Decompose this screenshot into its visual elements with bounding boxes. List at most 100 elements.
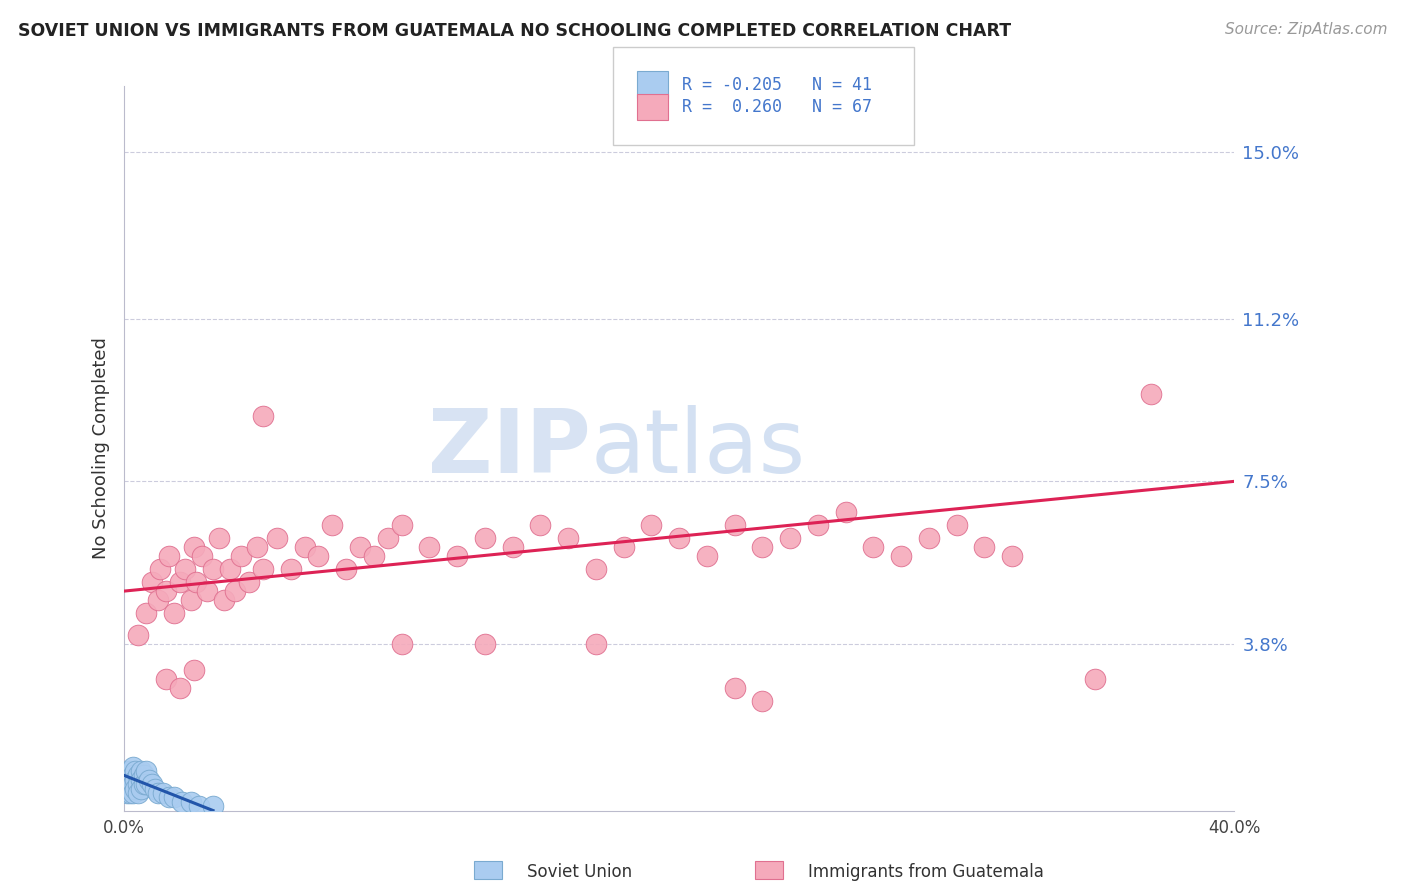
Point xyxy=(114,777,136,791)
Point xyxy=(207,532,229,546)
Point xyxy=(180,592,202,607)
Text: atlas: atlas xyxy=(591,405,806,492)
Point xyxy=(202,562,225,576)
Point xyxy=(724,518,747,533)
Point xyxy=(529,518,551,533)
Point xyxy=(169,575,191,590)
Point xyxy=(124,781,146,796)
Point xyxy=(1001,549,1024,563)
Point xyxy=(834,505,856,519)
Point xyxy=(155,584,177,599)
Text: R = -0.205   N = 41: R = -0.205 N = 41 xyxy=(682,76,872,94)
Point xyxy=(474,637,496,651)
Point xyxy=(135,764,157,778)
Point xyxy=(191,549,214,563)
Point xyxy=(117,772,139,787)
Text: Source: ZipAtlas.com: Source: ZipAtlas.com xyxy=(1225,22,1388,37)
Point xyxy=(751,694,773,708)
Point xyxy=(945,518,967,533)
Point xyxy=(127,786,149,800)
Point xyxy=(183,663,205,677)
Point xyxy=(118,764,141,778)
Point xyxy=(349,540,371,554)
Point xyxy=(115,772,138,787)
Point xyxy=(321,518,343,533)
Y-axis label: No Schooling Completed: No Schooling Completed xyxy=(93,337,110,559)
Point xyxy=(146,786,169,800)
Point xyxy=(135,777,157,791)
Point xyxy=(696,549,718,563)
Point xyxy=(474,532,496,546)
Point xyxy=(141,777,163,791)
Point xyxy=(779,532,801,546)
Point xyxy=(163,790,186,805)
Point xyxy=(862,540,884,554)
Point xyxy=(613,540,636,554)
Point xyxy=(163,606,186,620)
Point xyxy=(252,562,274,576)
Text: Immigrants from Guatemala: Immigrants from Guatemala xyxy=(808,863,1045,881)
Point xyxy=(294,540,316,554)
Point xyxy=(129,772,152,787)
Text: Soviet Union: Soviet Union xyxy=(527,863,633,881)
Point xyxy=(155,672,177,686)
Point xyxy=(212,592,235,607)
Point xyxy=(585,562,607,576)
Text: SOVIET UNION VS IMMIGRANTS FROM GUATEMALA NO SCHOOLING COMPLETED CORRELATION CHA: SOVIET UNION VS IMMIGRANTS FROM GUATEMAL… xyxy=(18,22,1011,40)
Point xyxy=(502,540,524,554)
Point xyxy=(202,799,225,814)
Point xyxy=(135,606,157,620)
Point xyxy=(141,575,163,590)
Point xyxy=(418,540,440,554)
Point xyxy=(132,777,155,791)
Point xyxy=(143,781,166,796)
Point xyxy=(197,584,219,599)
Point xyxy=(124,772,146,787)
Point xyxy=(307,549,329,563)
Point xyxy=(121,759,143,773)
Point xyxy=(973,540,995,554)
Point xyxy=(129,764,152,778)
Point xyxy=(127,777,149,791)
Point xyxy=(246,540,269,554)
Point xyxy=(335,562,357,576)
Point xyxy=(118,786,141,800)
Point xyxy=(121,768,143,782)
Point xyxy=(127,628,149,642)
Point xyxy=(157,790,180,805)
Point xyxy=(751,540,773,554)
Point xyxy=(132,768,155,782)
Point xyxy=(149,562,172,576)
Point xyxy=(127,768,149,782)
Point xyxy=(446,549,468,563)
Point xyxy=(174,562,197,576)
Point xyxy=(252,409,274,423)
Point xyxy=(115,786,138,800)
Point xyxy=(146,592,169,607)
Point xyxy=(115,781,138,796)
Point xyxy=(188,799,211,814)
Point xyxy=(724,681,747,695)
Point xyxy=(169,681,191,695)
Point xyxy=(118,781,141,796)
Point xyxy=(180,795,202,809)
Point xyxy=(391,518,413,533)
Point xyxy=(280,562,302,576)
Point xyxy=(266,532,288,546)
Point xyxy=(557,532,579,546)
Point xyxy=(640,518,662,533)
Point xyxy=(124,764,146,778)
Point xyxy=(391,637,413,651)
Point xyxy=(890,549,912,563)
Point xyxy=(238,575,260,590)
Point xyxy=(229,549,252,563)
Point xyxy=(172,795,194,809)
Text: ZIP: ZIP xyxy=(427,405,591,492)
Point xyxy=(585,637,607,651)
Point xyxy=(807,518,830,533)
Point xyxy=(118,777,141,791)
Point xyxy=(117,777,139,791)
Point xyxy=(218,562,240,576)
Point xyxy=(117,764,139,778)
Point xyxy=(183,540,205,554)
